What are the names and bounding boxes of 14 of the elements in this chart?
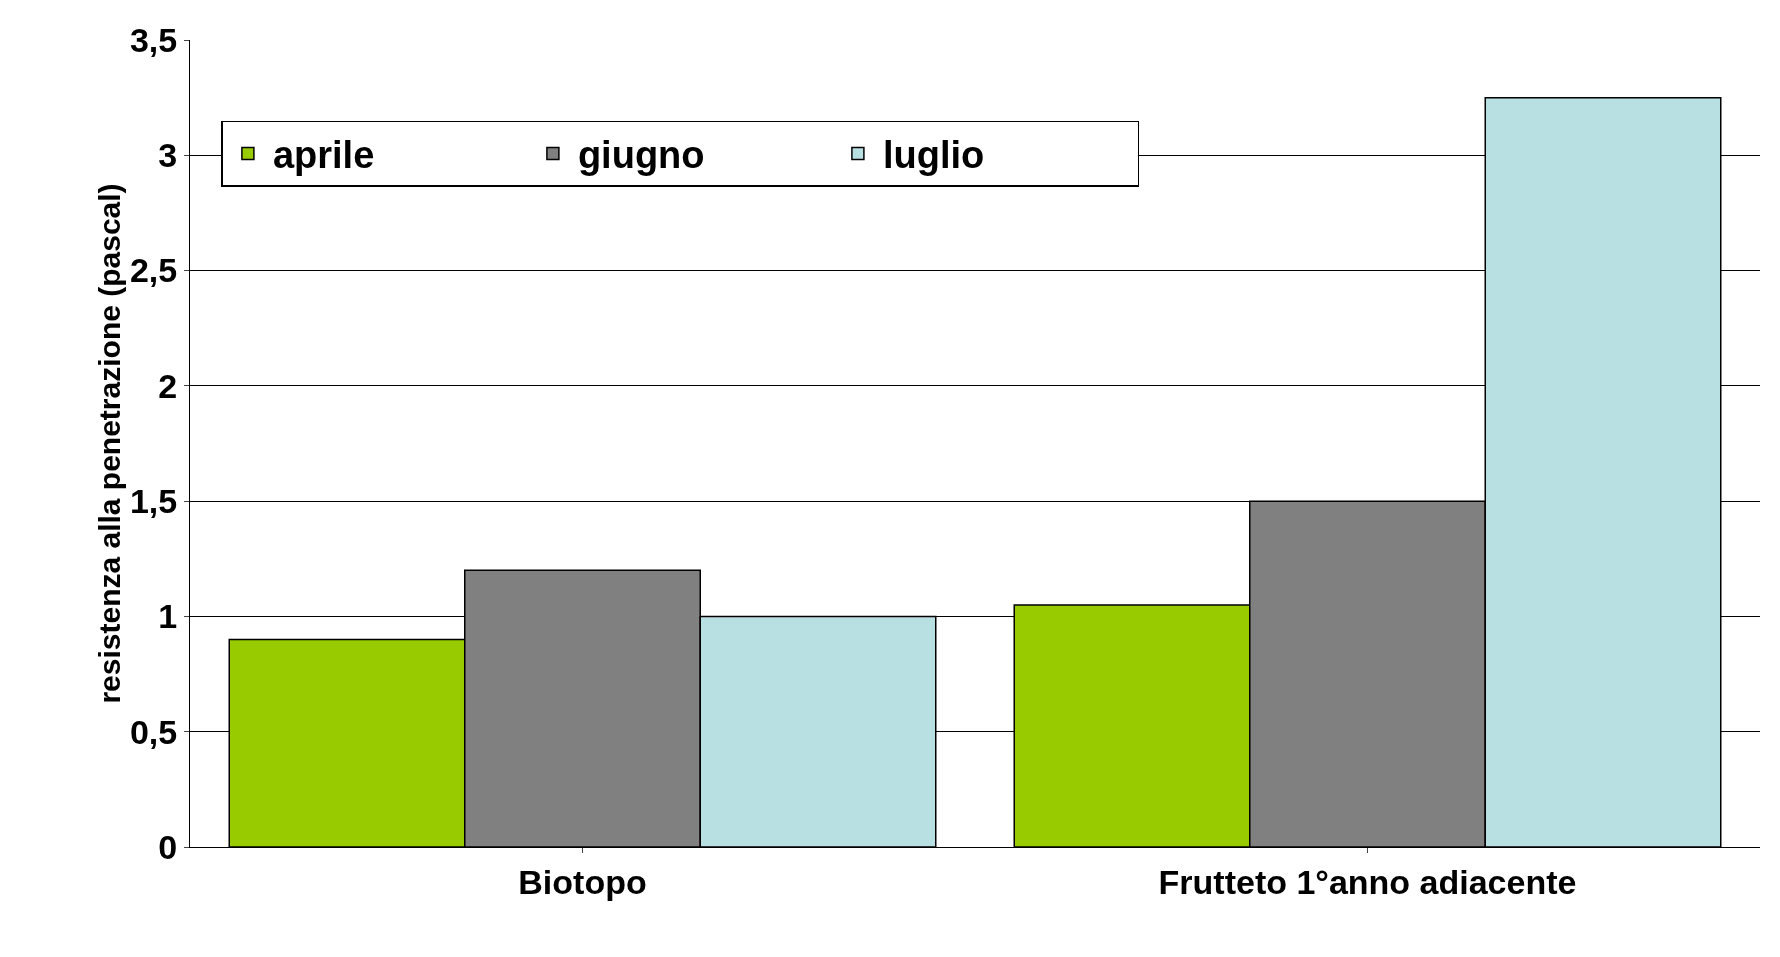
y-tick-label: 1,5 [129,482,178,521]
x-tick-label: Frutteto 1°anno adiacente [1158,862,1577,901]
legend-label: luglio [882,134,985,177]
y-tick-label: 1 [158,597,178,636]
x-tick-label: Biotopo [518,862,647,901]
y-tick-label: 2,5 [129,251,178,290]
y-tick-label: 0 [158,827,178,866]
y-tick-label: 2 [158,366,178,405]
y-tick-label: 0,5 [129,712,178,751]
legend-label: giugno [577,134,705,177]
legend-label: aprile [272,134,375,177]
y-axis-title: resistenza alla penetrazione (pascal) [93,183,126,704]
y-tick-label: 3 [158,136,178,175]
y-tick-label: 3,5 [129,20,178,59]
